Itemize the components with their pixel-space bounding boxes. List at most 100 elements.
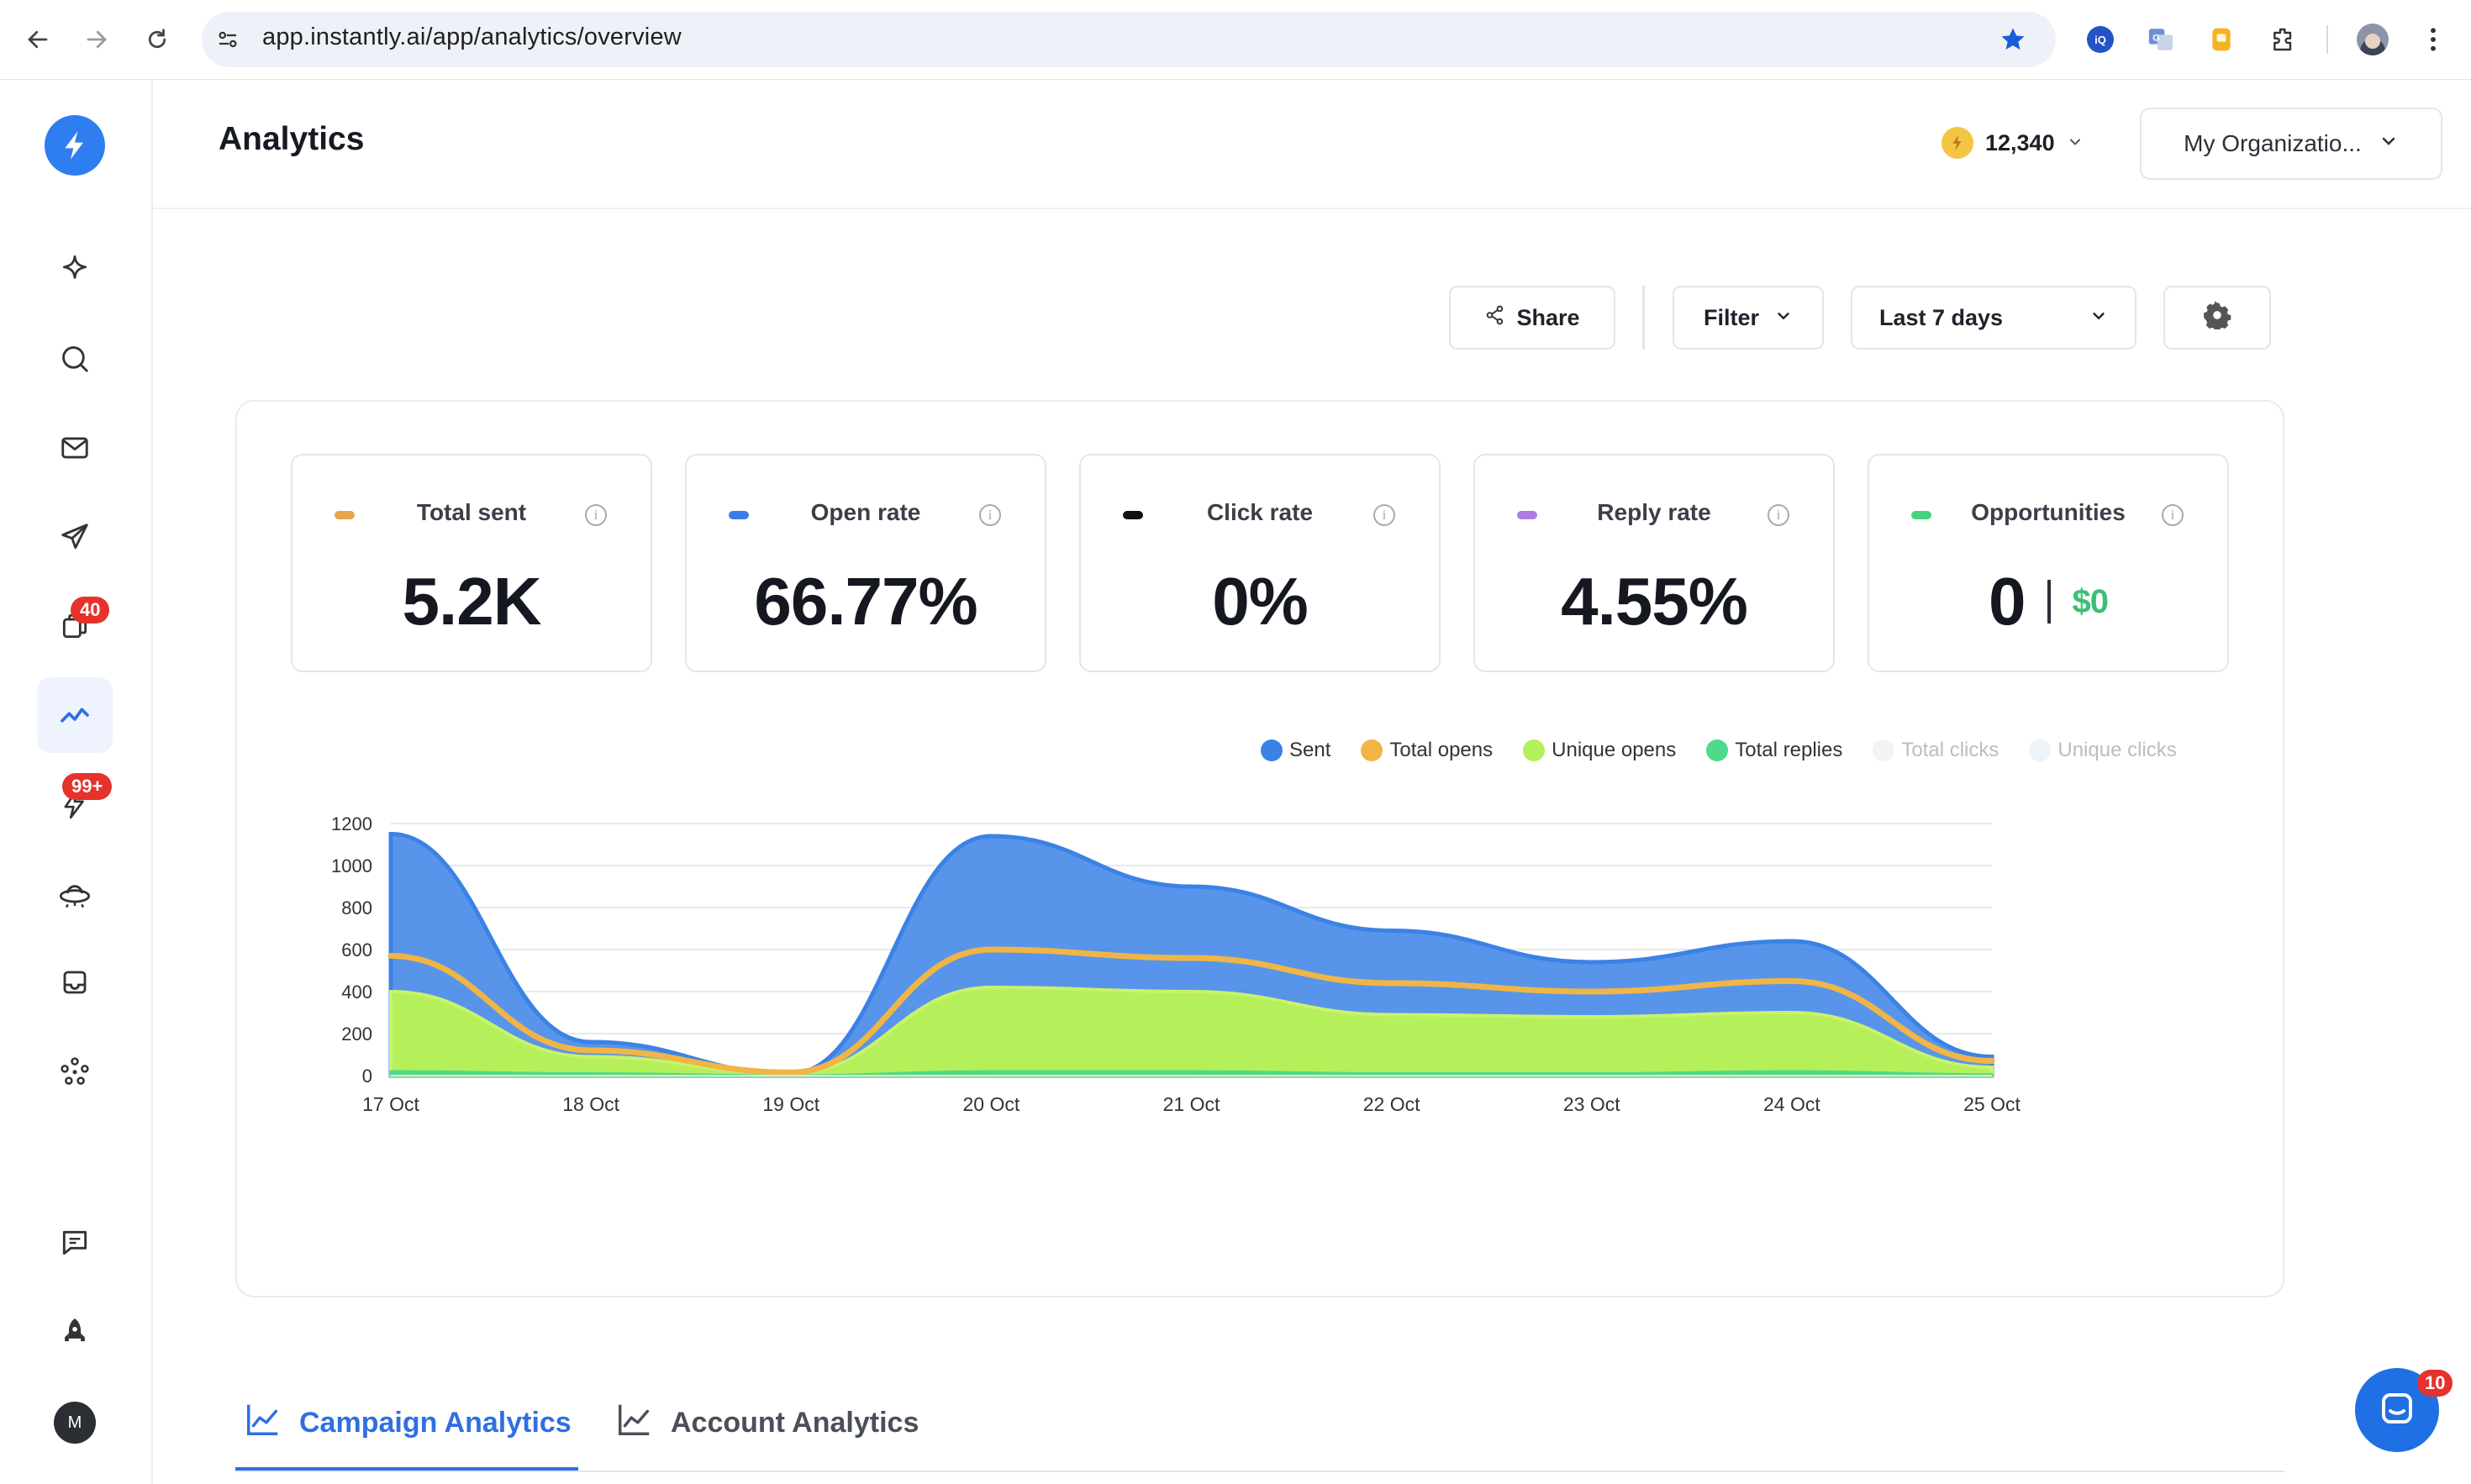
tabs-divider <box>235 1471 2284 1472</box>
legend-dot <box>1361 739 1383 761</box>
y-tick-label: 1200 <box>331 813 372 834</box>
y-tick-label: 0 <box>362 1066 372 1087</box>
toolbar-divider <box>2326 25 2328 54</box>
reload-icon[interactable] <box>138 20 176 59</box>
svg-text:G: G <box>2152 33 2160 43</box>
info-icon[interactable]: i <box>1373 504 1395 526</box>
browser-menu-icon[interactable] <box>2416 22 2451 57</box>
credits-value: 12,340 <box>1985 129 2055 155</box>
legend-dot <box>1873 739 1895 761</box>
user-avatar[interactable]: M <box>54 1402 96 1444</box>
profile-avatar-icon[interactable] <box>2355 22 2390 57</box>
info-icon[interactable]: i <box>2162 504 2184 526</box>
copilot-sparkle-icon[interactable] <box>37 232 113 308</box>
stat-label: Click rate <box>1206 499 1314 525</box>
x-tick-label: 23 Oct <box>1563 1093 1620 1115</box>
chevron-down-icon <box>2379 130 2399 157</box>
opportunities-value-group: 0 $0 <box>1869 563 2227 640</box>
chevron-down-icon <box>2089 305 2108 331</box>
y-tick-label: 200 <box>341 1024 372 1045</box>
stat-value: 5.2K <box>402 564 542 639</box>
series-unique-opens-area <box>389 985 1994 1077</box>
legend-dot <box>1261 739 1283 761</box>
legend-label: Total opens <box>1389 739 1494 761</box>
site-settings-icon[interactable] <box>215 27 240 52</box>
open-rate-marker <box>729 511 749 519</box>
tab-campaign-analytics[interactable]: Campaign Analytics <box>244 1385 572 1460</box>
campaigns-send-icon[interactable] <box>37 499 113 575</box>
toolbar-divider <box>1642 286 1645 350</box>
address-bar[interactable] <box>202 12 2056 67</box>
x-tick-label: 20 Oct <box>962 1093 1019 1115</box>
series-total-opens-line <box>387 946 1995 1076</box>
stat-card-click-rate: Click rate i 0% <box>1079 454 1441 672</box>
tab-label: Campaign Analytics <box>299 1406 572 1439</box>
info-icon[interactable]: i <box>979 504 1001 526</box>
legend-dot <box>1523 739 1546 761</box>
chevron-down-icon <box>2067 130 2084 156</box>
info-icon[interactable]: i <box>1768 504 1789 526</box>
legend-label: Total replies <box>1735 739 1843 761</box>
series-total-replies-area <box>389 1070 1994 1077</box>
click-rate-marker <box>1123 511 1143 519</box>
header-divider <box>153 208 2471 209</box>
instantly-logo-icon[interactable] <box>45 115 105 176</box>
stat-value: 0% <box>1212 564 1309 639</box>
settings-button[interactable] <box>2163 286 2271 350</box>
url-text[interactable]: app.instantly.ai/app/analytics/overview <box>262 24 682 50</box>
tab-account-analytics[interactable]: Account Analytics <box>615 1385 919 1460</box>
legend-unique-opens[interactable]: Unique opens <box>1523 739 1676 762</box>
email-accounts-icon[interactable] <box>37 410 113 486</box>
integrations-dots-icon[interactable] <box>37 1034 113 1109</box>
back-icon[interactable] <box>18 20 57 59</box>
stat-label: Opportunities <box>1971 499 2126 525</box>
share-button[interactable]: Share <box>1449 286 1615 350</box>
organization-name: My Organizatio... <box>2184 130 2362 156</box>
ufo-icon[interactable] <box>37 855 113 931</box>
credits-balance[interactable]: 12,340 <box>1942 126 2084 160</box>
organization-selector[interactable]: My Organizatio... <box>2140 108 2442 180</box>
gear-icon <box>2203 300 2231 335</box>
x-tick-label: 25 Oct <box>1963 1093 2021 1115</box>
stat-card-total-sent: Total sent i 5.2K <box>291 454 652 672</box>
credits-coin-icon <box>1942 127 1973 159</box>
feedback-chat-icon[interactable] <box>37 1205 113 1281</box>
search-icon[interactable] <box>37 321 113 397</box>
share-label: Share <box>1516 304 1580 330</box>
y-tick-label: 800 <box>341 897 372 918</box>
legend-dot <box>1706 739 1729 761</box>
legend-total-opens[interactable]: Total opens <box>1361 739 1493 762</box>
stat-value: 0 <box>1989 564 2026 639</box>
active-tab-indicator <box>235 1467 578 1471</box>
inbox-tray-icon[interactable] <box>37 945 113 1020</box>
area-chart: 0 200 400 600 800 1000 1200 17 Oct 18 Oct 19 Oct 2… <box>331 813 2021 1115</box>
legend-sent[interactable]: Sent <box>1261 739 1330 762</box>
date-range-select[interactable]: Last 7 days <box>1851 286 2136 350</box>
info-icon[interactable]: i <box>585 504 607 526</box>
legend-label: Unique clicks <box>2057 739 2177 761</box>
filter-button[interactable]: Filter <box>1673 286 1824 350</box>
x-tick-label: 18 Oct <box>562 1093 619 1115</box>
legend-total-clicks[interactable]: Total clicks <box>1873 739 1999 762</box>
x-tick-label: 21 Oct <box>1163 1093 1220 1115</box>
x-tick-label: 19 Oct <box>762 1093 819 1115</box>
translate-extension-icon[interactable]: G <box>2143 22 2179 57</box>
notifications-bolt-icon[interactable] <box>37 766 113 842</box>
extensions-puzzle-icon[interactable] <box>2266 22 2301 57</box>
legend-total-replies[interactable]: Total replies <box>1706 739 1842 762</box>
chat-icon <box>2382 1393 2412 1423</box>
filter-label: Filter <box>1703 304 1759 330</box>
stat-label: Total sent <box>416 499 527 525</box>
share-icon <box>1484 304 1506 332</box>
notes-extension-icon[interactable] <box>2204 22 2239 57</box>
chart-legend: Sent Total opens Unique opens Total repl… <box>1261 736 2207 765</box>
analytics-icon[interactable] <box>37 677 113 753</box>
y-tick-label: 1000 <box>331 855 372 876</box>
extension-iq-icon[interactable]: iQ <box>2083 22 2118 57</box>
legend-dot <box>2029 739 2052 761</box>
forward-icon[interactable] <box>77 20 116 59</box>
legend-unique-clicks[interactable]: Unique clicks <box>2029 739 2177 762</box>
bookmark-star-icon[interactable] <box>1999 25 2027 58</box>
rocket-icon[interactable] <box>37 1294 113 1370</box>
x-tick-label: 17 Oct <box>362 1093 419 1115</box>
